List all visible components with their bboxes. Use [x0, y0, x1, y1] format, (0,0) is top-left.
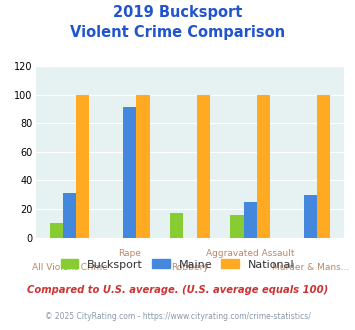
Legend: Bucksport, Maine, National: Bucksport, Maine, National	[56, 255, 299, 274]
Text: Murder & Mans...: Murder & Mans...	[272, 263, 349, 272]
Bar	[50, 223, 63, 238]
Text: Violent Crime Comparison: Violent Crime Comparison	[70, 25, 285, 40]
Text: Rape: Rape	[118, 249, 141, 258]
Bar	[257, 95, 270, 238]
Bar	[123, 108, 136, 238]
Bar	[244, 202, 257, 238]
Text: Robbery: Robbery	[171, 263, 209, 272]
Text: Compared to U.S. average. (U.S. average equals 100): Compared to U.S. average. (U.S. average …	[27, 285, 328, 295]
Bar	[304, 195, 317, 238]
Text: 2019 Bucksport: 2019 Bucksport	[113, 5, 242, 20]
Text: Aggravated Assault: Aggravated Assault	[206, 249, 294, 258]
Bar	[197, 95, 210, 238]
Bar	[170, 213, 183, 238]
Text: © 2025 CityRating.com - https://www.cityrating.com/crime-statistics/: © 2025 CityRating.com - https://www.city…	[45, 312, 310, 321]
Text: All Violent Crime: All Violent Crime	[32, 263, 107, 272]
Bar	[76, 95, 89, 238]
Bar	[63, 193, 76, 238]
Bar	[317, 95, 330, 238]
Bar	[230, 215, 244, 238]
Bar	[136, 95, 149, 238]
